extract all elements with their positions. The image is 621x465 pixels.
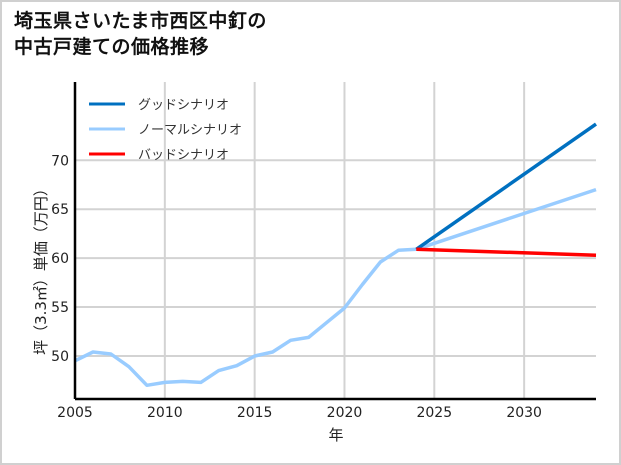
x-tick-labels: 2005 2010 2015 2020 2025 2030 (57, 405, 542, 421)
series-line (415, 122, 598, 251)
x-tick-label: 2030 (506, 405, 542, 421)
series-line (74, 187, 597, 388)
title-line-2: 中古戸建ての価格推移 (14, 36, 210, 58)
y-tick-label: 60 (51, 251, 69, 267)
series-line (416, 247, 597, 257)
y-tick-labels: 50 55 60 65 70 (51, 153, 69, 365)
grid-lines (75, 82, 596, 399)
y-tick-label: 55 (51, 300, 69, 316)
y-tick-label: 50 (51, 349, 69, 365)
data-series (74, 122, 598, 388)
legend-label: バッドシナリオ (138, 148, 229, 163)
axes (73, 82, 596, 401)
x-tick-label: 2025 (416, 405, 452, 421)
y-tick-label: 65 (51, 202, 69, 218)
x-tick-label: 2015 (237, 405, 273, 421)
x-tick-label: 2005 (57, 405, 93, 421)
legend-label: ノーマルシナリオ (138, 123, 242, 138)
x-axis-label: 年 (328, 426, 343, 444)
legend-label: グッドシナリオ (138, 98, 229, 113)
x-tick-label: 2010 (147, 405, 183, 421)
y-axis-label: 坪（3.3㎡）単価（万円） (32, 181, 50, 355)
y-tick-label: 70 (51, 153, 69, 169)
chart-title: 埼玉県さいたま市西区中釘の 中古戸建ての価格推移 (14, 8, 267, 60)
title-line-1: 埼玉県さいたま市西区中釘の (14, 10, 267, 32)
x-tick-label: 2020 (327, 405, 363, 421)
